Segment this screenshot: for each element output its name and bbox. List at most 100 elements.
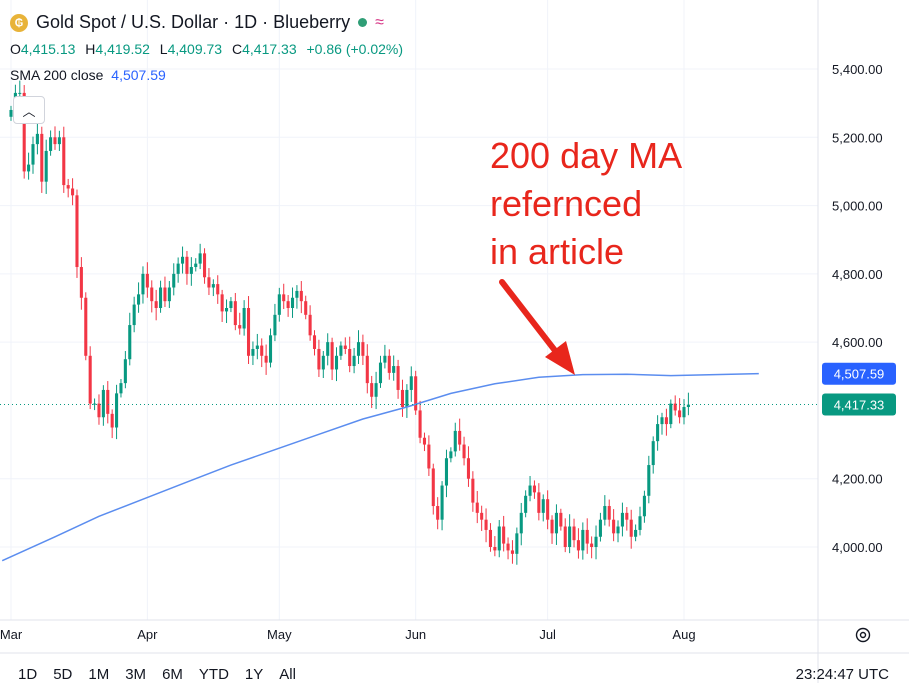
candle <box>537 483 541 521</box>
range-button-ytd[interactable]: YTD <box>198 666 229 683</box>
time-axis[interactable]: Mar Apr May Jun Jul Aug <box>0 619 909 654</box>
candle <box>233 292 237 331</box>
candle <box>378 355 383 388</box>
candle <box>585 518 589 554</box>
ohlc-close-key: C <box>231 41 243 57</box>
candle <box>75 189 79 278</box>
candle <box>203 248 207 284</box>
range-button-all[interactable]: All <box>279 666 296 683</box>
ohlc-close-value: 4,417.33 <box>242 41 297 57</box>
ohlc-open-value: 4,415.13 <box>20 41 76 57</box>
candle <box>638 506 642 536</box>
candle <box>198 243 202 270</box>
candle <box>387 349 391 380</box>
candle <box>317 339 321 377</box>
candle <box>216 275 220 304</box>
candle <box>664 408 668 436</box>
candle <box>598 512 602 542</box>
candle <box>57 130 61 151</box>
y-tick-label: 5,000.00 <box>832 199 883 214</box>
candle <box>356 330 361 364</box>
candle <box>35 122 39 155</box>
range-button-6m[interactable]: 6M <box>162 666 183 683</box>
candle <box>453 422 457 457</box>
candle <box>97 394 101 425</box>
range-button-1d[interactable]: 1D <box>18 666 38 683</box>
candle <box>260 338 264 368</box>
candle <box>682 399 686 425</box>
candle <box>436 497 440 530</box>
candle <box>255 333 259 360</box>
candle <box>229 297 233 313</box>
candle <box>431 463 435 515</box>
range-button-3m[interactable]: 3M <box>125 666 147 683</box>
candle <box>312 330 317 356</box>
ohlc-high-value: 4,419.52 <box>95 41 150 57</box>
candle <box>18 80 22 100</box>
candle <box>660 412 664 435</box>
candle <box>40 126 44 193</box>
price-tags: 4,507.59 4,417.33 <box>822 362 896 416</box>
candle <box>106 381 110 424</box>
candle <box>71 178 75 206</box>
collapse-legend-button[interactable]: ︿ <box>13 96 45 124</box>
candle <box>647 455 651 504</box>
candle <box>115 384 119 440</box>
candle <box>295 285 299 309</box>
ohlc-values: O4,415.13 H4,419.52 L4,409.73 C4,417.33 … <box>10 41 409 57</box>
range-button-5d[interactable]: 5D <box>53 666 73 683</box>
candle <box>242 300 246 336</box>
utc-clock[interactable]: 23:24:47 UTC <box>795 666 889 683</box>
price-axis[interactable]: 5,400.00 5,200.00 5,000.00 4,800.00 4,600.00… <box>817 0 883 683</box>
candle <box>330 337 334 381</box>
gold-coin-icon: ₲ <box>10 13 28 32</box>
annotation-arrow <box>499 279 575 375</box>
candle <box>546 490 550 530</box>
x-tick-label: Jul <box>539 627 556 642</box>
candle <box>484 508 488 543</box>
candle <box>84 292 88 361</box>
candle <box>590 536 594 559</box>
candle <box>669 399 673 429</box>
candle <box>541 494 545 522</box>
candle <box>185 250 189 285</box>
candle <box>383 344 387 369</box>
candle <box>207 268 211 296</box>
candle <box>594 525 598 560</box>
candle <box>110 409 114 439</box>
range-button-1m[interactable]: 1M <box>88 666 110 683</box>
candle <box>352 347 356 374</box>
market-status-dot-icon <box>358 18 368 27</box>
candle <box>616 520 620 543</box>
candle <box>27 152 31 180</box>
range-button-1y[interactable]: 1Y <box>244 666 264 683</box>
candle <box>524 490 528 518</box>
chart-legend-title[interactable]: ₲ Gold Spot / U.S. Dollar · 1D · Blueber… <box>10 12 384 33</box>
candle <box>286 295 290 317</box>
candle <box>145 262 149 298</box>
y-tick-label: 4,200.00 <box>832 472 883 487</box>
candle <box>321 351 325 378</box>
candle <box>449 447 453 463</box>
ohlc-low-key: L <box>159 41 168 57</box>
candle <box>392 355 396 381</box>
candle <box>418 400 422 444</box>
candle <box>462 436 466 466</box>
chevron-up-icon: ︿ <box>22 103 36 119</box>
candle <box>339 341 343 360</box>
candle <box>167 281 171 308</box>
y-tick-label: 4,800.00 <box>832 267 883 282</box>
candle <box>224 299 229 324</box>
candle <box>365 344 369 394</box>
candle <box>370 375 374 409</box>
candle <box>612 509 616 542</box>
candle <box>343 337 347 355</box>
candle <box>651 436 655 474</box>
candle <box>150 280 154 313</box>
sma-legend[interactable]: SMA 200 close 4,507.59 <box>10 67 166 83</box>
candle <box>277 287 281 322</box>
candle <box>409 366 413 402</box>
candle <box>532 480 536 499</box>
settings-icon[interactable] <box>853 625 873 645</box>
